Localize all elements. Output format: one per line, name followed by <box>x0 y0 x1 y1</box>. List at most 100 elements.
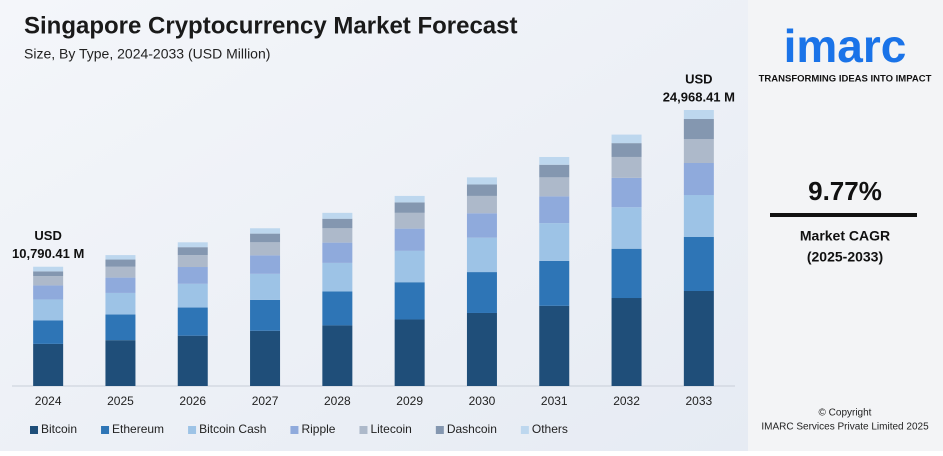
chart-title: Singapore Cryptocurrency Market Forecast <box>24 12 518 39</box>
cagr-period: (2025-2033) <box>807 249 883 265</box>
bar-segment <box>177 283 208 308</box>
bar-segment <box>466 177 497 185</box>
cagr-label: Market CAGR <box>800 228 890 244</box>
x-tick-label: 2024 <box>35 394 62 408</box>
total-annotation: USD <box>34 228 61 243</box>
bar-segment <box>322 212 353 219</box>
logo: imarc <box>784 20 907 72</box>
x-tick-label: 2032 <box>613 394 640 408</box>
chart-subtitle: Size, By Type, 2024-2033 (USD Million) <box>24 46 270 62</box>
bar-segment <box>394 282 425 320</box>
legend-swatch <box>101 426 110 434</box>
bar-segment <box>250 273 281 300</box>
bar-segment <box>105 314 136 341</box>
bar-segment <box>683 119 714 140</box>
bar-segment <box>394 202 425 213</box>
legend-label: Others <box>532 422 568 436</box>
bar-segment <box>105 255 136 260</box>
bar-segment <box>177 267 208 284</box>
bar-segment <box>105 266 136 278</box>
cagr-value: 9.77% <box>808 176 882 206</box>
bar-segment <box>250 255 281 274</box>
bar-segment <box>33 266 64 272</box>
bar-segment <box>611 156 642 178</box>
x-tick-label: 2025 <box>107 394 134 408</box>
copyright: © Copyright <box>819 408 872 419</box>
bar-segment <box>33 299 64 321</box>
x-tick-label: 2026 <box>179 394 206 408</box>
bar-segment <box>539 223 570 261</box>
legend-swatch <box>435 426 444 434</box>
bar-segment <box>683 139 714 164</box>
legend-label: Bitcoin <box>41 422 77 436</box>
bar-segment <box>683 110 714 120</box>
bar-segment <box>322 242 353 263</box>
bar-segment <box>611 298 642 386</box>
x-tick-label: 2031 <box>541 394 568 408</box>
bar-segment <box>683 163 714 196</box>
bar-segment <box>466 195 497 214</box>
bar-segment <box>322 262 353 292</box>
tagline: TRANSFORMING IDEAS INTO IMPACT <box>759 74 932 85</box>
bar-segment <box>177 255 208 268</box>
bar-segment <box>33 271 64 277</box>
bar-segment <box>683 195 714 238</box>
bar-segment <box>322 228 353 243</box>
bar-segment <box>466 312 497 386</box>
bar-segment <box>33 285 64 300</box>
bar-segment <box>250 242 281 256</box>
sidebar-background <box>748 0 943 451</box>
legend-swatch <box>30 426 38 434</box>
bar-segment <box>539 164 570 178</box>
x-tick-label: 2029 <box>396 394 423 408</box>
bar-segment <box>33 320 64 344</box>
bar-segment <box>683 291 714 386</box>
bar-segment <box>611 207 642 249</box>
bar-segment <box>539 260 570 306</box>
bar-segment <box>33 276 64 286</box>
bar-segment <box>322 218 353 229</box>
legend-swatch <box>520 426 529 434</box>
bar-segment <box>466 272 497 313</box>
bar-segment <box>394 319 425 386</box>
bar-segment <box>177 242 208 248</box>
bar-segment <box>466 213 497 238</box>
bar-segment <box>611 248 642 299</box>
bar-segment <box>611 134 642 144</box>
legend-swatch <box>188 426 197 434</box>
bar-segment <box>611 177 642 208</box>
legend-swatch <box>290 426 299 434</box>
bar-segment <box>250 228 281 234</box>
bar-segment <box>105 259 136 267</box>
x-tick-label: 2028 <box>324 394 351 408</box>
bar-segment <box>394 228 425 251</box>
bar-segment <box>105 292 136 315</box>
bar-segment <box>177 335 208 386</box>
x-tick-label: 2030 <box>469 394 496 408</box>
total-annotation: 10,790.41 M <box>12 246 84 261</box>
bar-segment <box>250 233 281 243</box>
bar-segment <box>177 247 208 256</box>
bar-segment <box>105 277 136 293</box>
bar-segment <box>177 307 208 336</box>
bar-segment <box>539 196 570 224</box>
bar-segment <box>105 340 136 386</box>
bar-segment <box>33 343 64 386</box>
bar-segment <box>394 195 425 203</box>
legend-label: Bitcoin Cash <box>199 422 266 436</box>
bar-segment <box>539 305 570 386</box>
bar-segment <box>539 177 570 197</box>
bar-segment <box>250 330 281 386</box>
bar-segment <box>683 237 714 292</box>
legend-label: Litecoin <box>370 422 411 436</box>
bar-segment <box>466 184 497 196</box>
bar-segment <box>466 237 497 273</box>
x-tick-label: 2027 <box>252 394 279 408</box>
bar-segment <box>394 212 425 229</box>
bar-segment <box>322 325 353 386</box>
total-annotation: USD <box>685 71 712 86</box>
bar-segment <box>539 156 570 165</box>
legend-label: Ethereum <box>112 422 164 436</box>
